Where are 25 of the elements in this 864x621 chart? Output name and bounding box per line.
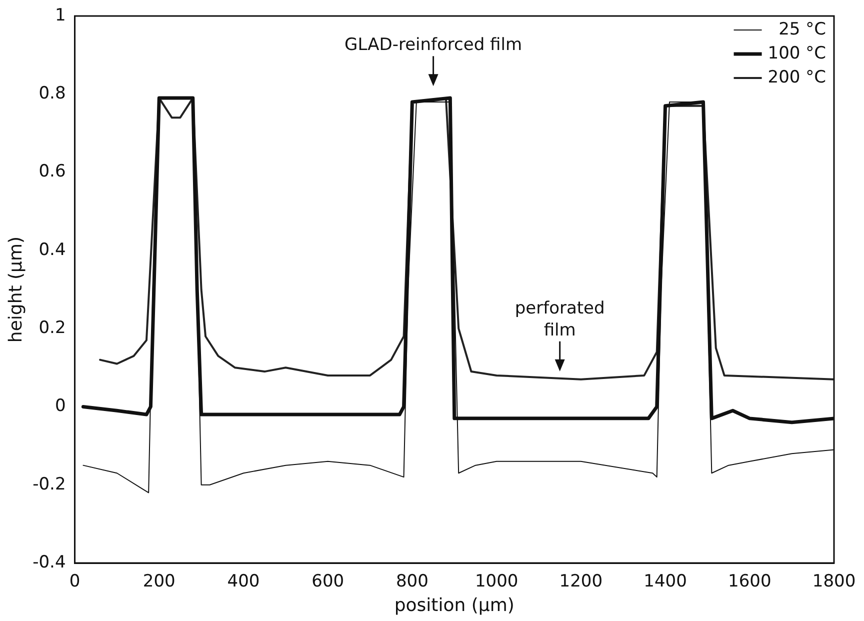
legend-label: 200 °C	[768, 67, 826, 88]
annotation: perforated film	[514, 298, 605, 340]
y-tick-label: 0.6	[38, 162, 66, 182]
y-tick-label: 0.2	[38, 318, 66, 338]
y-axis-title: height (µm)	[5, 236, 26, 343]
x-tick-label: 1600	[728, 572, 772, 592]
x-tick-label: 1400	[644, 572, 687, 592]
x-tick-label: 0	[69, 572, 80, 592]
x-tick-label: 400	[227, 572, 260, 592]
y-tick-label: -0.2	[32, 474, 66, 494]
legend-label: 100 °C	[768, 43, 826, 64]
y-tick-label: 1	[54, 5, 66, 26]
x-tick-label: 600	[312, 572, 344, 592]
y-tick-label: 0	[54, 396, 66, 416]
y-tick-label: 0.8	[38, 84, 66, 104]
x-tick-label: 1200	[559, 572, 603, 592]
x-tick-label: 200	[142, 572, 176, 592]
x-tick-label: 1000	[474, 572, 518, 592]
legend-label: 25 °C	[778, 19, 826, 40]
y-tick-label: -0.4	[32, 552, 66, 572]
y-tick-label: 0.4	[38, 240, 66, 260]
x-axis-title: position (µm)	[394, 594, 514, 616]
x-tick-label: 1800	[812, 572, 856, 592]
annotation: GLAD-reinforced film	[344, 35, 522, 56]
x-tick-label: 800	[396, 572, 428, 592]
